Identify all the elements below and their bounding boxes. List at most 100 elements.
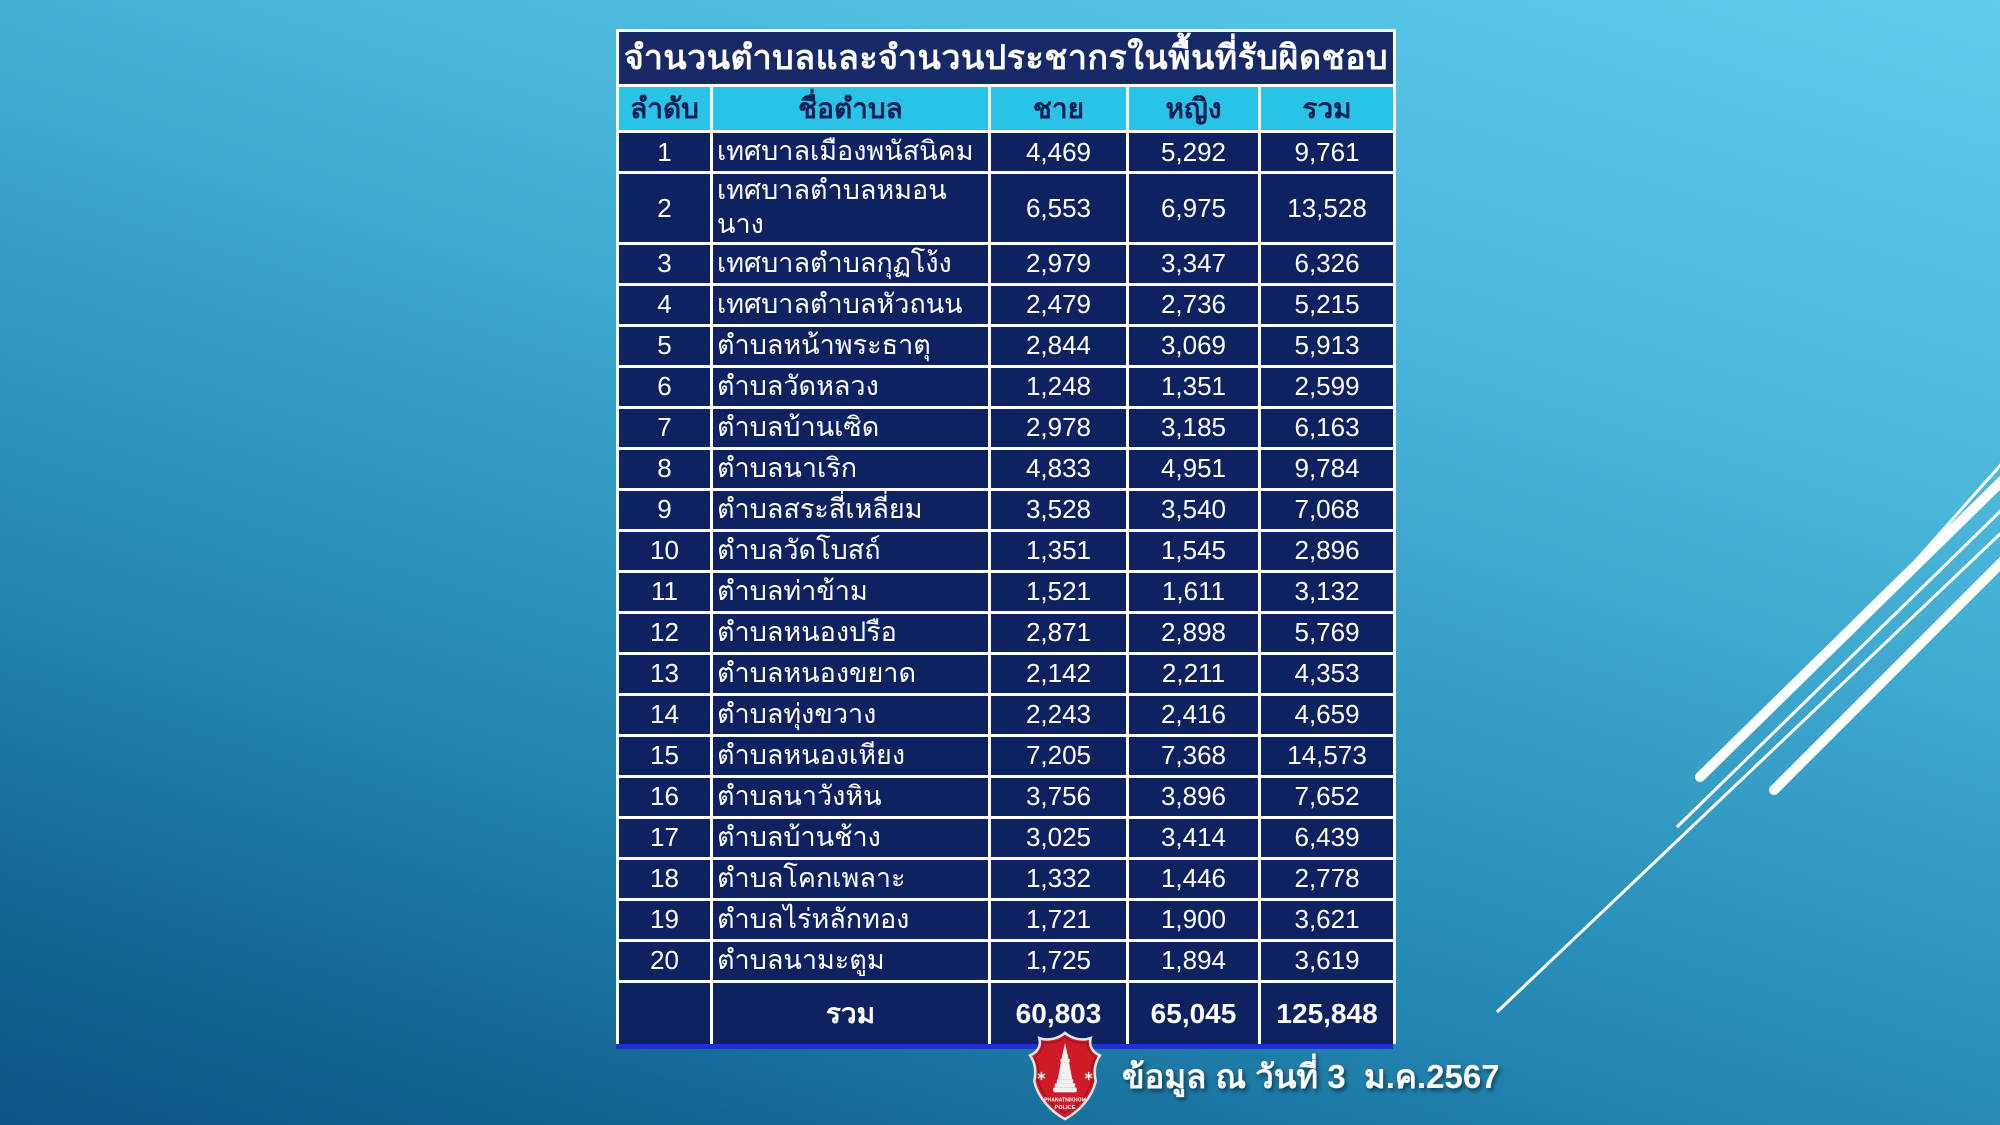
row-total: 14,573 xyxy=(1257,733,1397,778)
table-row: 18 ตำบลโคกเพลาะ 1,332 1,446 2,778 xyxy=(616,856,1397,901)
table-row: 20 ตำบลนามะตูม 1,725 1,894 3,619 xyxy=(616,938,1397,983)
row-number: 17 xyxy=(616,815,713,860)
female-count: 3,069 xyxy=(1126,323,1261,368)
table-row: 7 ตำบลบ้านเซิด 2,978 3,185 6,163 xyxy=(616,405,1397,450)
data-date-caption: ข้อมูล ณ วันที่ 3 ม.ค.2567 xyxy=(1122,1057,1500,1095)
male-count: 4,833 xyxy=(988,446,1129,491)
male-count: 2,142 xyxy=(988,651,1129,696)
male-count: 1,725 xyxy=(988,938,1129,983)
row-total: 5,215 xyxy=(1257,282,1397,327)
header-female: หญิง xyxy=(1126,84,1261,133)
female-count: 3,540 xyxy=(1126,487,1261,532)
subdistrict-name: ตำบลนามะตูม xyxy=(710,938,991,983)
table-row: 1 เทศบาลเมืองพนัสนิคม 4,469 5,292 9,761 xyxy=(616,130,1397,174)
table-row: 5 ตำบลหน้าพระธาตุ 2,844 3,069 5,913 xyxy=(616,323,1397,368)
table-row: 9 ตำบลสระสี่เหลี่ยม 3,528 3,540 7,068 xyxy=(616,487,1397,532)
male-count: 4,469 xyxy=(988,130,1129,174)
star-left xyxy=(1037,1071,1046,1081)
table-body: 1 เทศบาลเมืองพนัสนิคม 4,469 5,292 9,761 2 เทศบ… xyxy=(616,130,1397,983)
row-total: 3,619 xyxy=(1257,938,1397,983)
female-count: 1,900 xyxy=(1126,897,1261,942)
row-number: 12 xyxy=(616,610,713,655)
row-total: 6,326 xyxy=(1257,241,1397,286)
table-row: 3 เทศบาลตำบลกุฏโง้ง 2,979 3,347 6,326 xyxy=(616,241,1397,286)
row-number: 10 xyxy=(616,528,713,573)
total-sum: 125,848 xyxy=(1257,979,1397,1044)
row-total: 7,068 xyxy=(1257,487,1397,532)
male-count: 2,844 xyxy=(988,323,1129,368)
grand-total-row: รวม 60,803 65,045 125,848 xyxy=(616,979,1397,1044)
row-number: 20 xyxy=(616,938,713,983)
header-male: ชาย xyxy=(988,84,1129,133)
subdistrict-name: ตำบลทุ่งขวาง xyxy=(710,692,991,737)
row-number: 2 xyxy=(616,171,713,245)
row-number: 15 xyxy=(616,733,713,778)
female-count: 2,211 xyxy=(1126,651,1261,696)
subdistrict-name: ตำบลหนองขยาด xyxy=(710,651,991,696)
subdistrict-name: เทศบาลเมืองพนัสนิคม xyxy=(710,130,991,174)
row-number: 9 xyxy=(616,487,713,532)
subdistrict-name: ตำบลหน้าพระธาตุ xyxy=(710,323,991,368)
male-count: 6,553 xyxy=(988,171,1129,245)
female-count: 3,185 xyxy=(1126,405,1261,450)
table-title: จำนวนตำบลและจำนวนประชากรในพื้นที่รับผิดช… xyxy=(615,29,1397,87)
row-total: 13,528 xyxy=(1257,171,1397,245)
row-total: 4,353 xyxy=(1257,651,1397,696)
table-header-row: ลำดับ ชื่อตำบล ชาย หญิง รวม xyxy=(616,84,1397,133)
subdistrict-name: ตำบลท่าข้าม xyxy=(710,569,991,614)
table-row: 13 ตำบลหนองขยาด 2,142 2,211 4,353 xyxy=(616,651,1397,696)
table-row: 11 ตำบลท่าข้าม 1,521 1,611 3,132 xyxy=(616,569,1397,614)
row-total: 5,913 xyxy=(1257,323,1397,368)
row-number: 11 xyxy=(616,569,713,614)
row-total: 5,769 xyxy=(1257,610,1397,655)
row-number: 18 xyxy=(616,856,713,901)
badge-text-line2: POLICE xyxy=(1055,1105,1076,1111)
table-foot-group: รวม 60,803 65,045 125,848 xyxy=(616,979,1397,1044)
row-number: 5 xyxy=(616,323,713,368)
male-count: 2,479 xyxy=(988,282,1129,327)
total-empty-cell xyxy=(616,979,713,1044)
female-count: 6,975 xyxy=(1126,171,1261,245)
female-count: 1,446 xyxy=(1126,856,1261,901)
row-total: 3,621 xyxy=(1257,897,1397,942)
male-count: 1,332 xyxy=(988,856,1129,901)
row-total: 9,761 xyxy=(1257,130,1397,174)
row-total: 2,896 xyxy=(1257,528,1397,573)
male-count: 2,243 xyxy=(988,692,1129,737)
table-row: 19 ตำบลไร่หลักทอง 1,721 1,900 3,621 xyxy=(616,897,1397,942)
male-count: 2,871 xyxy=(988,610,1129,655)
table-row: 15 ตำบลหนองเหียง 7,205 7,368 14,573 xyxy=(616,733,1397,778)
row-total: 6,163 xyxy=(1257,405,1397,450)
table-row: 12 ตำบลหนองปรือ 2,871 2,898 5,769 xyxy=(616,610,1397,655)
police-badge-logo: PHANATNIKHOM POLICE xyxy=(1028,1031,1102,1121)
subdistrict-name: ตำบลสระสี่เหลี่ยม xyxy=(710,487,991,532)
subdistrict-name: ตำบลบ้านเซิด xyxy=(710,405,991,450)
female-count: 2,416 xyxy=(1126,692,1261,737)
row-number: 8 xyxy=(616,446,713,491)
male-count: 3,756 xyxy=(988,774,1129,819)
male-count: 7,205 xyxy=(988,733,1129,778)
subdistrict-name: ตำบลโคกเพลาะ xyxy=(710,856,991,901)
footer: PHANATNIKHOM POLICE ข้อมูล ณ วันที่ 3 ม.… xyxy=(1026,1030,1500,1122)
table-row: 14 ตำบลทุ่งขวาง 2,243 2,416 4,659 xyxy=(616,692,1397,737)
male-count: 3,528 xyxy=(988,487,1129,532)
population-table: จำนวนตำบลและจำนวนประชากรในพื้นที่รับผิดช… xyxy=(615,29,1397,1044)
male-count: 1,351 xyxy=(988,528,1129,573)
badge-text-line1: PHANATNIKHOM xyxy=(1044,1098,1086,1104)
table-row: 8 ตำบลนาเริก 4,833 4,951 9,784 xyxy=(616,446,1397,491)
header-total: รวม xyxy=(1257,84,1397,133)
subdistrict-name: ตำบลนาเริก xyxy=(710,446,991,491)
chedi-emblem xyxy=(1053,1043,1077,1093)
row-total: 3,132 xyxy=(1257,569,1397,614)
subdistrict-name: ตำบลวัดโบสถ์ xyxy=(710,528,991,573)
row-number: 3 xyxy=(616,241,713,286)
male-count: 3,025 xyxy=(988,815,1129,860)
male-count: 1,521 xyxy=(988,569,1129,614)
row-number: 13 xyxy=(616,651,713,696)
total-female: 65,045 xyxy=(1126,979,1261,1044)
female-count: 1,545 xyxy=(1126,528,1261,573)
row-number: 1 xyxy=(616,130,713,174)
row-number: 14 xyxy=(616,692,713,737)
table-title-row: จำนวนตำบลและจำนวนประชากรในพื้นที่รับผิดช… xyxy=(615,29,1397,87)
